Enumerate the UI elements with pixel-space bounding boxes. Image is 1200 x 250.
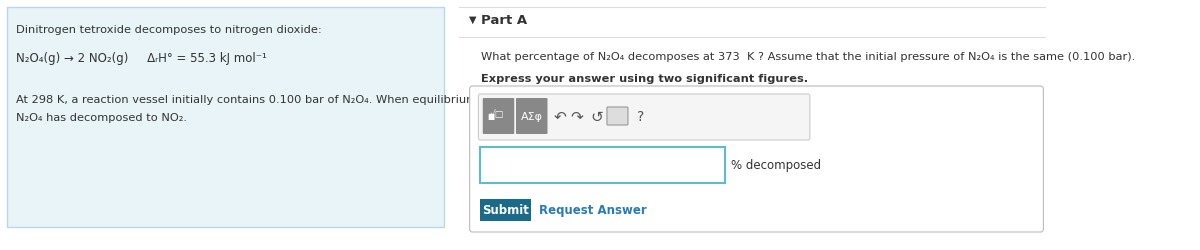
Text: Request Answer: Request Answer	[539, 204, 647, 217]
Text: What percentage of N₂O₄ decomposes at 373  K ? Assume that the initial pressure : What percentage of N₂O₄ decomposes at 37…	[481, 52, 1135, 62]
Text: ↺: ↺	[590, 109, 602, 124]
FancyBboxPatch shape	[607, 108, 628, 126]
FancyBboxPatch shape	[480, 148, 725, 183]
Text: √□: √□	[490, 110, 504, 119]
Text: N₂O₄ has decomposed to NO₂.: N₂O₄ has decomposed to NO₂.	[16, 112, 187, 122]
Text: ↶: ↶	[553, 109, 566, 124]
FancyBboxPatch shape	[516, 98, 547, 134]
Text: Part A: Part A	[481, 14, 527, 27]
FancyBboxPatch shape	[469, 87, 1043, 232]
Text: ▼: ▼	[469, 15, 476, 25]
Text: ■: ■	[487, 112, 494, 121]
Text: Submit: Submit	[482, 204, 529, 217]
FancyBboxPatch shape	[480, 199, 530, 221]
FancyBboxPatch shape	[7, 8, 444, 227]
Text: N₂O₄(g) → 2 NO₂(g)     ΔᵣH° = 55.3 kJ mol⁻¹: N₂O₄(g) → 2 NO₂(g) ΔᵣH° = 55.3 kJ mol⁻¹	[16, 52, 266, 65]
Text: Express your answer using two significant figures.: Express your answer using two significan…	[481, 74, 808, 84]
FancyBboxPatch shape	[479, 94, 810, 140]
Text: ↷: ↷	[571, 109, 583, 124]
Text: Dinitrogen tetroxide decomposes to nitrogen dioxide:: Dinitrogen tetroxide decomposes to nitro…	[16, 25, 322, 35]
Text: At 298 K, a reaction vessel initially contains 0.100 bar of N₂O₄. When equilibri: At 298 K, a reaction vessel initially co…	[16, 94, 608, 104]
Text: % decomposed: % decomposed	[731, 159, 821, 172]
FancyBboxPatch shape	[482, 98, 515, 134]
Text: ?: ?	[636, 110, 644, 124]
Text: AΣφ: AΣφ	[521, 112, 542, 122]
